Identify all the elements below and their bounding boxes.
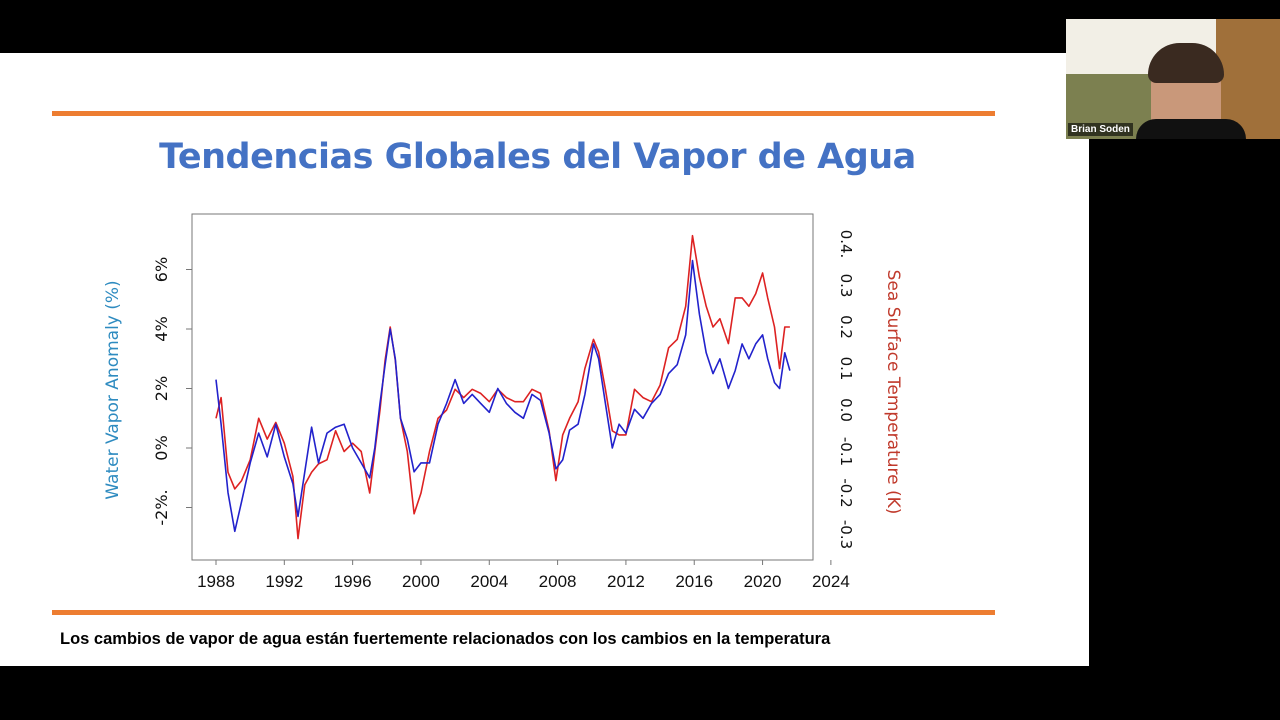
x-tick-label: 2008 (539, 572, 577, 591)
top-orange-rule (52, 111, 995, 116)
y-right-tick-label: 0.2 (837, 315, 855, 339)
y-right-tick-label: 0.3 (837, 274, 855, 298)
y-right-tick-label: 0.4. (837, 230, 855, 259)
x-tick-label: 2004 (470, 572, 508, 591)
y-axis-label: Water Vapor Anomaly (%) (103, 280, 123, 499)
x-tick-label: 2000 (402, 572, 440, 591)
water-vapor-series-line (215, 259, 791, 533)
y-tick-label: 2% (152, 376, 171, 401)
x-tick-label: 2024 (812, 572, 850, 591)
y-tick-label: 0% (152, 435, 171, 460)
y-tick-label: 6% (152, 257, 171, 282)
bottom-orange-rule (52, 610, 995, 615)
x-tick-label: 1992 (265, 572, 303, 591)
webcam-video: Brian Soden (1066, 19, 1280, 139)
participant-name: Brian Soden (1068, 123, 1133, 136)
y-right-tick-label: 0.1 (837, 357, 855, 381)
x-tick-label: 1988 (197, 572, 235, 591)
x-tick-label: 1996 (334, 572, 372, 591)
x-tick-label: 2016 (675, 572, 713, 591)
slide-caption: Los cambios de vapor de agua están fuert… (60, 630, 831, 648)
x-tick-label: 2020 (744, 572, 782, 591)
y-right-tick-label: -0.2 (837, 478, 855, 507)
plot-frame (191, 213, 814, 561)
y-right-tick-label: 0.0 (837, 398, 855, 422)
y-axis-right-label: Sea Surface Temperature (K) (883, 270, 903, 515)
x-tick-label: 2012 (607, 572, 645, 591)
y-right-tick-label: -0.3 (837, 520, 855, 549)
slide-title: Tendencias Globales del Vapor de Agua (159, 137, 916, 177)
y-right-tick-label: -0.1 (837, 437, 855, 466)
y-tick-label: 4% (152, 316, 171, 341)
sst-series-line (215, 234, 790, 540)
y-tick-label: -2%. (152, 489, 171, 525)
